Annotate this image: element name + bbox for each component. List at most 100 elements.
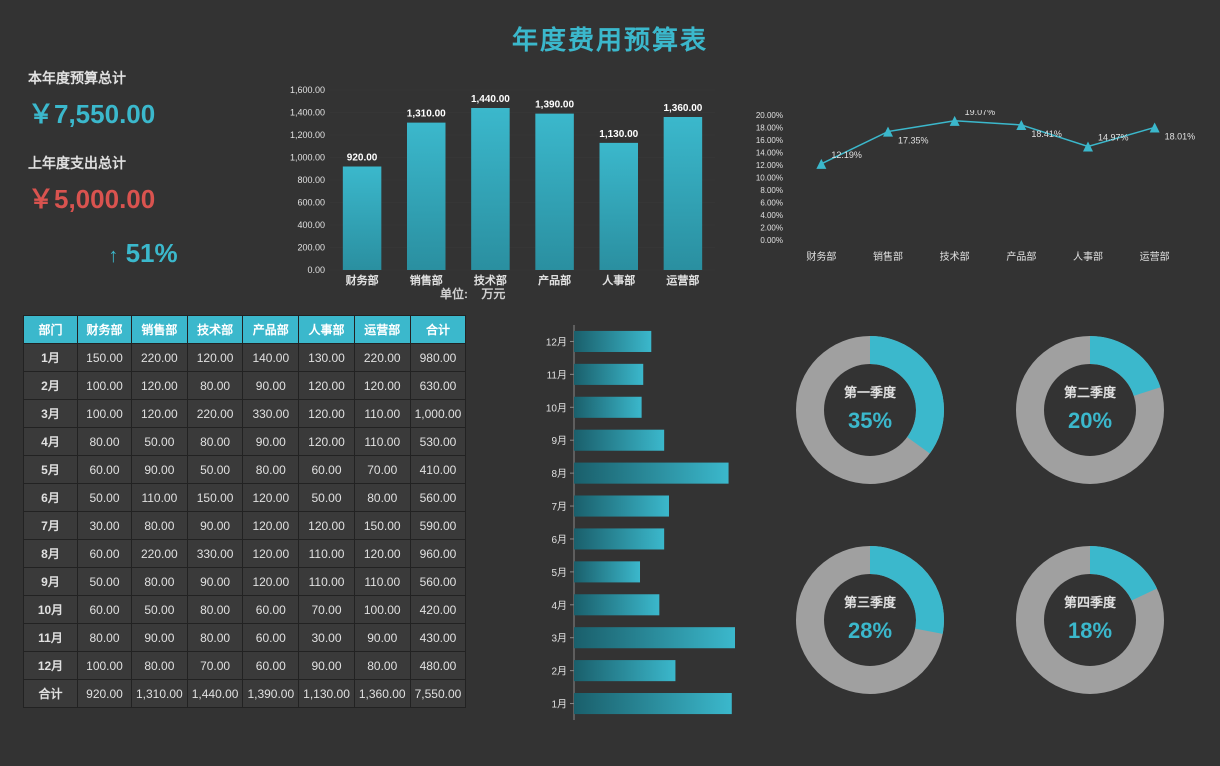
page-title: 年度费用预算表 bbox=[0, 0, 1220, 57]
table-header: 运营部 bbox=[354, 316, 410, 344]
svg-text:18.01%: 18.01% bbox=[1165, 131, 1196, 141]
table-cell: 60.00 bbox=[243, 596, 299, 624]
table-cell: 220.00 bbox=[187, 400, 243, 428]
table-cell: 70.00 bbox=[187, 652, 243, 680]
table-cell: 130.00 bbox=[299, 344, 355, 372]
svg-text:12.19%: 12.19% bbox=[831, 150, 862, 160]
table-cell: 3月 bbox=[24, 400, 78, 428]
svg-text:0.00%: 0.00% bbox=[760, 236, 783, 245]
table-cell: 100.00 bbox=[354, 596, 410, 624]
svg-text:6.00%: 6.00% bbox=[760, 199, 783, 208]
table-header: 产品部 bbox=[243, 316, 299, 344]
table-cell: 110.00 bbox=[354, 428, 410, 456]
table-cell: 590.00 bbox=[410, 512, 466, 540]
table-cell: 80.00 bbox=[187, 624, 243, 652]
table-row: 9月50.0080.0090.00120.00110.00110.00560.0… bbox=[24, 568, 466, 596]
table-cell: 330.00 bbox=[187, 540, 243, 568]
svg-text:920.00: 920.00 bbox=[347, 153, 378, 164]
table-cell: 80.00 bbox=[78, 428, 132, 456]
svg-text:销售部: 销售部 bbox=[873, 250, 903, 263]
table-cell: 120.00 bbox=[299, 512, 355, 540]
table-row: 12月100.0080.0070.0060.0090.0080.00480.00 bbox=[24, 652, 466, 680]
table-row: 1月150.00220.00120.00140.00130.00220.0098… bbox=[24, 344, 466, 372]
table-cell: 1,360.00 bbox=[354, 680, 410, 708]
last-value: ￥5,000.00 bbox=[28, 179, 258, 216]
svg-text:1,000.00: 1,000.00 bbox=[290, 153, 325, 163]
table-cell: 100.00 bbox=[78, 400, 132, 428]
svg-text:12.00%: 12.00% bbox=[756, 161, 783, 170]
table-cell: 4月 bbox=[24, 428, 78, 456]
table-cell: 80.00 bbox=[354, 484, 410, 512]
table-cell: 120.00 bbox=[243, 512, 299, 540]
table-cell: 7,550.00 bbox=[410, 680, 466, 708]
svg-text:4.00%: 4.00% bbox=[760, 211, 783, 220]
svg-text:财务部: 财务部 bbox=[345, 273, 379, 287]
svg-text:18.00%: 18.00% bbox=[756, 124, 783, 133]
table-cell: 80.00 bbox=[78, 624, 132, 652]
svg-text:1,310.00: 1,310.00 bbox=[407, 109, 446, 120]
svg-text:800.00: 800.00 bbox=[297, 175, 325, 185]
month-hbar-chart: 12月11月10月9月8月7月6月5月4月3月2月1月 bbox=[540, 320, 740, 725]
svg-text:运营部: 运营部 bbox=[1140, 250, 1170, 263]
table-cell: 100.00 bbox=[78, 372, 132, 400]
svg-text:6月: 6月 bbox=[551, 534, 567, 546]
table-cell: 90.00 bbox=[299, 652, 355, 680]
table-cell: 120.00 bbox=[354, 540, 410, 568]
dept-line-chart: 0.00%2.00%4.00%6.00%8.00%10.00%12.00%14.… bbox=[738, 110, 1198, 270]
svg-text:8月: 8月 bbox=[551, 468, 567, 480]
svg-text:17.35%: 17.35% bbox=[898, 136, 929, 146]
table-cell: 120.00 bbox=[354, 372, 410, 400]
donut-label: 第一季度 bbox=[780, 382, 960, 401]
svg-text:19.07%: 19.07% bbox=[965, 110, 996, 117]
table-cell: 60.00 bbox=[243, 652, 299, 680]
table-cell: 11月 bbox=[24, 624, 78, 652]
svg-text:3月: 3月 bbox=[551, 633, 567, 645]
svg-text:财务部: 财务部 bbox=[806, 250, 836, 263]
svg-text:7月: 7月 bbox=[551, 501, 567, 513]
table-row: 6月50.00110.00150.00120.0050.0080.00560.0… bbox=[24, 484, 466, 512]
table-cell: 420.00 bbox=[410, 596, 466, 624]
table-cell: 50.00 bbox=[78, 568, 132, 596]
svg-text:运营部: 运营部 bbox=[666, 273, 699, 287]
table-cell: 90.00 bbox=[354, 624, 410, 652]
table-cell: 80.00 bbox=[187, 428, 243, 456]
table-header: 人事部 bbox=[299, 316, 355, 344]
svg-text:1,400.00: 1,400.00 bbox=[290, 108, 325, 118]
last-label: 上年度支出总计 bbox=[28, 153, 258, 173]
svg-text:产品部: 产品部 bbox=[538, 273, 571, 287]
pct-change: ↑ 51% bbox=[28, 238, 258, 269]
table-cell: 80.00 bbox=[132, 652, 188, 680]
table-cell: 120.00 bbox=[243, 540, 299, 568]
donut-q4: 第四季度 18% bbox=[1000, 530, 1180, 710]
table-cell: 110.00 bbox=[354, 568, 410, 596]
svg-text:14.00%: 14.00% bbox=[756, 149, 783, 158]
svg-text:14.97%: 14.97% bbox=[1098, 132, 1129, 142]
svg-text:10.00%: 10.00% bbox=[756, 174, 783, 183]
donut-pct: 18% bbox=[1000, 618, 1180, 644]
table-cell: 220.00 bbox=[132, 344, 188, 372]
svg-text:0.00: 0.00 bbox=[307, 265, 325, 275]
donut-pct: 28% bbox=[780, 618, 960, 644]
kpi-block: 本年度预算总计 ￥7,550.00 上年度支出总计 ￥5,000.00 ↑ 51… bbox=[28, 68, 258, 269]
table-cell: 1,440.00 bbox=[187, 680, 243, 708]
donut-q2: 第二季度20% bbox=[1000, 320, 1180, 500]
table-cell: 合计 bbox=[24, 680, 78, 708]
svg-text:产品部: 产品部 bbox=[1006, 250, 1036, 263]
table-cell: 220.00 bbox=[354, 344, 410, 372]
svg-text:9月: 9月 bbox=[551, 435, 567, 447]
table-cell: 120.00 bbox=[243, 568, 299, 596]
table-cell: 50.00 bbox=[299, 484, 355, 512]
svg-text:销售部: 销售部 bbox=[410, 273, 443, 287]
table-cell: 50.00 bbox=[132, 596, 188, 624]
table-cell: 90.00 bbox=[187, 568, 243, 596]
table-cell: 80.00 bbox=[187, 372, 243, 400]
svg-text:8.00%: 8.00% bbox=[760, 186, 783, 195]
donut-pct: 20% bbox=[1000, 408, 1180, 434]
table-cell: 980.00 bbox=[410, 344, 466, 372]
svg-text:11月: 11月 bbox=[547, 369, 567, 381]
table-cell: 90.00 bbox=[187, 512, 243, 540]
donut-label: 第四季度 bbox=[1000, 592, 1180, 611]
budget-value: ￥7,550.00 bbox=[28, 94, 258, 131]
table-cell: 60.00 bbox=[243, 624, 299, 652]
table-row: 2月100.00120.0080.0090.00120.00120.00630.… bbox=[24, 372, 466, 400]
